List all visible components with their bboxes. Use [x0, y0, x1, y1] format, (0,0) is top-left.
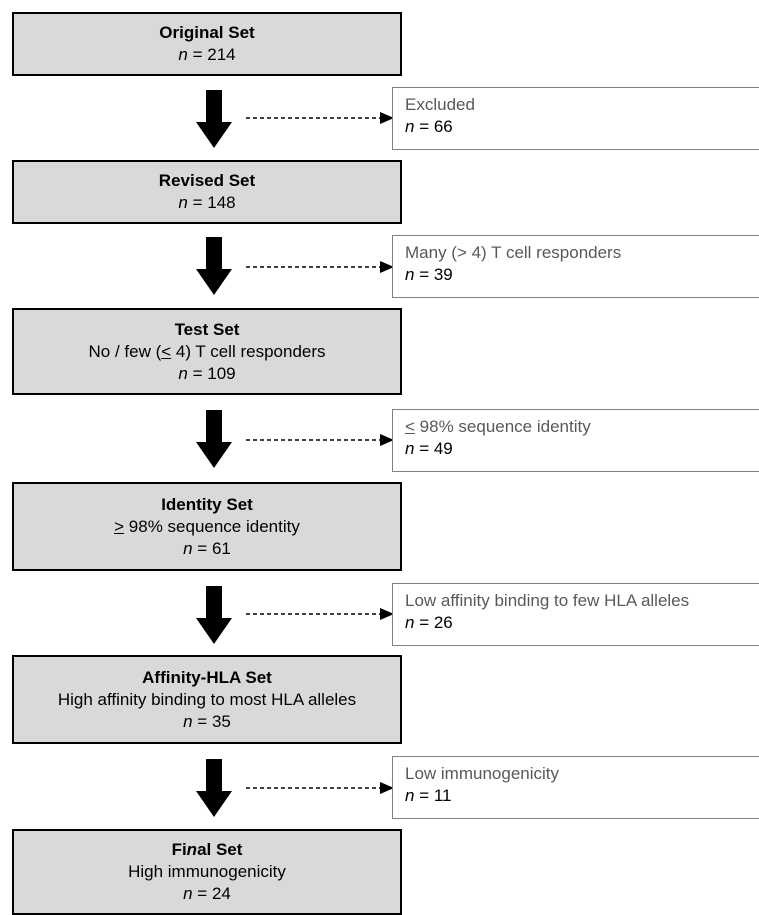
exclusion-box-low-immunogenicity: Low immunogenicity n = 11	[392, 756, 759, 819]
exclusion-count: n = 39	[405, 265, 453, 284]
stage-box-test-set: Test Set No / few (< 4) T cell responder…	[12, 308, 402, 395]
exclusion-label: Low affinity binding to few HLA alleles	[405, 591, 690, 610]
exclusion-box-excluded: Excluded n = 66	[392, 87, 759, 150]
dashed-arrow-3	[246, 434, 394, 446]
exclusion-count: n = 66	[405, 117, 453, 136]
stage-count: n = 109	[178, 363, 236, 383]
dashed-arrow-4	[246, 608, 394, 620]
down-arrow-3	[196, 410, 232, 468]
down-arrow-5	[196, 759, 232, 817]
stage-box-original-set: Original Set n = 214	[12, 12, 402, 76]
dashed-arrow-5	[246, 782, 394, 794]
stage-count: n = 148	[178, 193, 236, 212]
stage-title: Identity Set	[161, 494, 253, 514]
exclusion-label: Many (> 4) T cell responders	[405, 243, 622, 262]
stage-box-revised-set: Revised Set n = 148	[12, 160, 402, 224]
stage-title: Final Set	[171, 840, 243, 859]
down-arrow-2	[196, 237, 232, 295]
stage-count: n = 61	[183, 538, 231, 558]
exclusion-box-many-responders: Many (> 4) T cell responders n = 39	[392, 235, 759, 298]
stage-box-identity-set: Identity Set > 98% sequence identity n =…	[12, 482, 402, 571]
stage-criterion: No / few (< 4) T cell responders	[88, 341, 326, 361]
stage-count: n = 214	[178, 45, 236, 64]
exclusion-label: Low immunogenicity	[405, 764, 560, 783]
stage-criterion: High affinity binding to most HLA allele…	[57, 689, 357, 709]
exclusion-box-low-identity: < 98% sequence identity n = 49	[392, 409, 759, 472]
stage-box-final-set: Final Set High immunogenicity n = 24	[12, 829, 402, 915]
exclusion-label: < 98% sequence identity	[405, 417, 591, 436]
stage-title: Revised Set	[158, 171, 256, 190]
dashed-arrow-1	[246, 112, 394, 124]
down-arrow-4	[196, 586, 232, 644]
stage-box-affinity-hla-set: Affinity-HLA Set High affinity binding t…	[12, 655, 402, 744]
exclusion-count: n = 49	[405, 439, 453, 458]
stage-title: Affinity-HLA Set	[142, 667, 272, 687]
down-arrow-1	[196, 90, 232, 148]
stage-count: n = 24	[183, 884, 231, 903]
dashed-arrow-2	[246, 261, 394, 273]
stage-count: n = 35	[183, 711, 231, 731]
exclusion-count: n = 11	[405, 786, 452, 805]
stage-criterion: High immunogenicity	[128, 862, 286, 881]
exclusion-box-low-affinity: Low affinity binding to few HLA alleles …	[392, 583, 759, 646]
exclusion-count: n = 26	[405, 613, 453, 632]
stage-title: Original Set	[159, 23, 255, 42]
exclusion-label: Excluded	[405, 95, 475, 114]
stage-criterion: > 98% sequence identity	[114, 516, 300, 536]
stage-title: Test Set	[174, 319, 240, 339]
